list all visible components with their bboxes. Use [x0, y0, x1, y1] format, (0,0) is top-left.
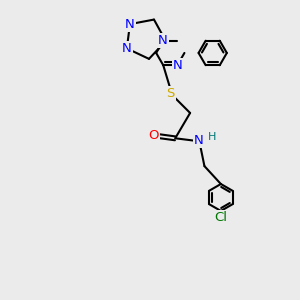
Text: N: N [122, 42, 132, 55]
Text: N: N [173, 59, 183, 72]
Text: N: N [158, 34, 167, 46]
Text: O: O [148, 129, 159, 142]
Text: N: N [194, 134, 203, 147]
Text: S: S [167, 87, 175, 100]
Text: Cl: Cl [214, 211, 227, 224]
Text: N: N [125, 18, 135, 31]
Text: H: H [208, 132, 216, 142]
